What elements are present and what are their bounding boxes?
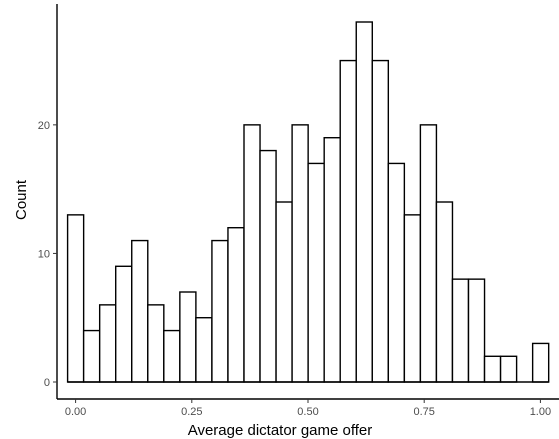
- x-tick-label: 1.00: [530, 406, 551, 418]
- histogram-bar: [419, 124, 438, 383]
- histogram-bar: [403, 214, 422, 383]
- histogram-bar: [291, 124, 309, 383]
- histogram-bar: [371, 59, 390, 383]
- x-axis-title: Average dictator game offer: [188, 422, 373, 439]
- histogram-bar: [355, 21, 373, 383]
- histogram-bar: [98, 304, 117, 383]
- y-axis-ticks: 0 10 20: [38, 120, 57, 389]
- histogram-bar: [387, 162, 406, 383]
- histogram-bar: [163, 329, 181, 383]
- histogram-bar: [243, 124, 261, 383]
- x-tick-label: 0.25: [181, 406, 202, 418]
- histogram-bar: [499, 355, 518, 383]
- histogram-bar: [531, 342, 550, 383]
- histogram-bar: [435, 201, 454, 383]
- histogram-bar: [82, 329, 101, 383]
- histogram-bar: [115, 265, 133, 383]
- histogram-bar: [195, 317, 213, 383]
- histogram-bars: [66, 21, 550, 383]
- histogram-bar: [323, 137, 341, 383]
- histogram-bar: [227, 227, 245, 383]
- histogram-bar: [179, 291, 197, 383]
- histogram-bar: [259, 149, 277, 383]
- y-axis-title: Count: [13, 179, 30, 220]
- histogram-bar: [131, 239, 149, 383]
- y-tick-label: 20: [38, 120, 50, 132]
- x-axis-ticks: 0.00 0.25 0.50 0.75 1.00: [65, 399, 551, 418]
- histogram-bar: [339, 59, 357, 383]
- histogram-bar: [275, 201, 293, 383]
- x-tick-label: 0.75: [413, 406, 434, 418]
- histogram-bar: [467, 278, 486, 383]
- x-tick-label: 0.50: [297, 406, 318, 418]
- histogram-bar: [211, 239, 229, 383]
- x-tick-label: 0.00: [65, 406, 86, 418]
- histogram-bar: [307, 162, 325, 383]
- y-tick-label: 10: [38, 248, 50, 260]
- histogram-bar: [147, 304, 165, 383]
- histogram-bar: [483, 355, 502, 383]
- histogram-bar: [451, 278, 470, 383]
- histogram-bar: [66, 214, 85, 383]
- y-tick-label: 0: [44, 377, 50, 389]
